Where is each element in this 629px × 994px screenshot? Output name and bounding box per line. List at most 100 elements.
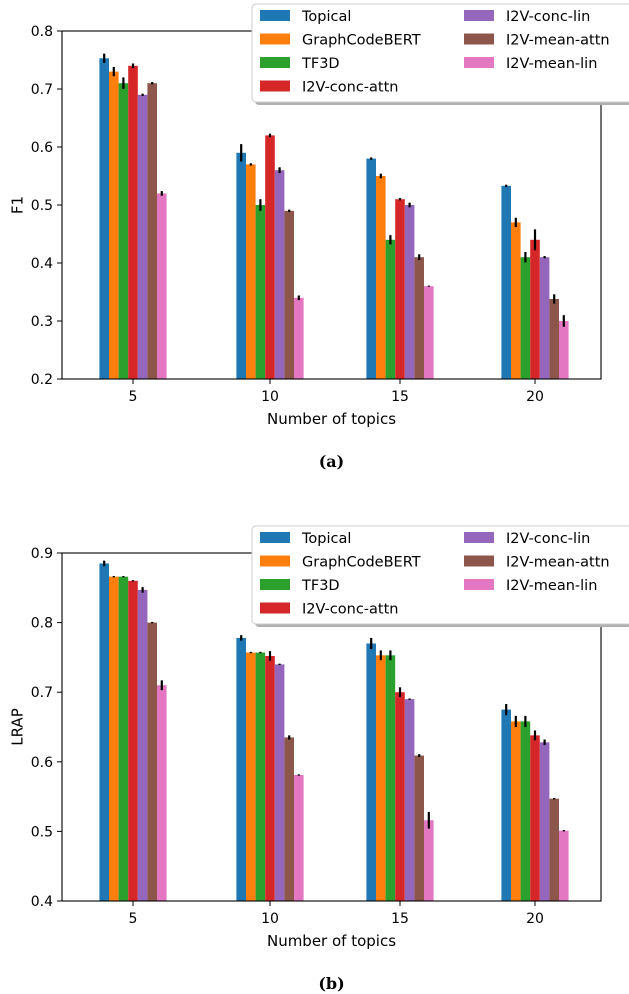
x-axis-label: Number of topics — [267, 932, 396, 950]
x-tick-label: 20 — [526, 911, 544, 927]
x-axis-label: Number of topics — [267, 410, 396, 428]
bar-graphcodebert-5 — [109, 71, 119, 379]
legend-swatch — [260, 555, 290, 567]
x-tick-label: 20 — [526, 389, 544, 405]
bar-i2v-mean-attn-15 — [414, 755, 424, 901]
legend-swatch — [260, 33, 290, 45]
bar-i2v-mean-attn-15 — [414, 257, 424, 379]
legend-swatch — [464, 57, 494, 68]
bar-i2v-mean-attn-5 — [147, 622, 157, 901]
legend-swatch — [260, 80, 290, 92]
bars-group — [99, 53, 569, 380]
legend-swatch — [260, 532, 290, 543]
bars-group — [99, 560, 569, 901]
legend-swatch — [464, 10, 494, 21]
legend-label: TF3D — [301, 56, 340, 72]
y-tick-label: 0.6 — [31, 140, 53, 156]
legend-label: GraphCodeBERT — [302, 33, 421, 49]
bar-topical-20 — [501, 185, 511, 379]
bar-topical-15 — [366, 643, 376, 901]
y-tick-label: 0.8 — [31, 24, 53, 40]
x-tick-label: 10 — [261, 389, 279, 405]
x-tick-label: 5 — [129, 389, 138, 405]
legend-label: I2V-conc-attn — [302, 80, 399, 96]
x-axis: 5 10 15 20 — [129, 901, 544, 927]
bar-i2v-conc-lin-20 — [539, 257, 550, 379]
bar-i2v-mean-lin-10 — [294, 297, 304, 379]
legend-swatch — [464, 555, 494, 567]
bar-i2v-mean-lin-15 — [424, 286, 434, 379]
legend-label: I2V-conc-attn — [302, 602, 399, 618]
bar-tf3d-5 — [118, 83, 129, 379]
bar-topical-10 — [236, 152, 246, 379]
legend-swatch — [260, 579, 290, 590]
y-axis-label: LRAP — [9, 708, 27, 745]
bar-tf3d-15 — [385, 239, 396, 379]
x-tick-label: 15 — [391, 911, 409, 927]
chart-panel-b: 0.4 0.5 0.6 0.7 0.8 0.9 5 10 15 20 Number of top… — [9, 525, 629, 993]
bar-graphcodebert-15 — [376, 176, 386, 379]
y-tick-label: 0.7 — [31, 685, 53, 701]
bar-graphcodebert-10 — [246, 652, 256, 901]
legend: Topical GraphCodeBERT TF3D I2V-conc-attn I2V… — [251, 525, 629, 627]
bar-i2v-conc-attn-5 — [128, 580, 138, 901]
bar-i2v-mean-attn-5 — [147, 83, 157, 379]
bar-i2v-mean-lin-20 — [559, 321, 569, 379]
legend-label: I2V-mean-attn — [506, 33, 610, 49]
chart-panel-a: 0.2 0.3 0.4 0.5 0.6 0.7 0.8 5 10 15 20 Number of … — [9, 3, 629, 471]
y-tick-label: 0.4 — [31, 894, 53, 910]
bar-i2v-conc-attn-10 — [265, 656, 275, 901]
bar-graphcodebert-15 — [376, 655, 386, 901]
bar-tf3d-10 — [255, 652, 266, 901]
y-tick-label: 0.9 — [31, 546, 53, 562]
bar-i2v-conc-attn-5 — [128, 65, 138, 380]
legend-label: GraphCodeBERT — [302, 555, 421, 571]
legend-box — [251, 525, 629, 625]
panel-caption: (b) — [318, 974, 344, 993]
legend-label: I2V-mean-lin — [506, 578, 597, 594]
legend-swatch — [260, 10, 290, 21]
y-tick-label: 0.2 — [31, 372, 53, 388]
bar-i2v-conc-lin-15 — [404, 205, 415, 379]
bar-topical-20 — [501, 709, 511, 901]
bar-i2v-conc-lin-10 — [274, 170, 285, 379]
bar-tf3d-10 — [255, 205, 266, 379]
legend-swatch — [260, 602, 290, 614]
bar-graphcodebert-20 — [511, 721, 521, 901]
bar-i2v-mean-lin-15 — [424, 820, 434, 901]
bar-i2v-conc-lin-10 — [274, 664, 285, 901]
y-tick-label: 0.5 — [31, 824, 53, 840]
y-axis: 0.4 0.5 0.6 0.7 0.8 0.9 — [31, 546, 62, 910]
bar-i2v-conc-attn-15 — [395, 692, 405, 901]
legend-label: I2V-mean-lin — [506, 56, 597, 72]
bar-tf3d-15 — [385, 655, 396, 901]
y-axis-label: F1 — [9, 196, 27, 214]
bar-topical-15 — [366, 158, 376, 379]
legend-label: Topical — [301, 9, 351, 25]
bar-i2v-conc-attn-20 — [530, 735, 540, 901]
y-tick-label: 0.5 — [31, 198, 53, 214]
legend-swatch — [260, 57, 290, 68]
bar-topical-10 — [236, 637, 246, 901]
legend-swatch — [464, 532, 494, 543]
y-tick-label: 0.8 — [31, 616, 53, 632]
bar-i2v-conc-lin-15 — [404, 699, 415, 901]
bar-i2v-conc-lin-5 — [137, 94, 148, 380]
x-axis: 5 10 15 20 — [129, 379, 544, 405]
bar-i2v-mean-attn-10 — [284, 737, 294, 901]
bar-i2v-conc-attn-10 — [265, 135, 275, 379]
bar-i2v-mean-lin-5 — [157, 193, 167, 379]
y-tick-label: 0.6 — [31, 755, 53, 771]
legend-label: I2V-conc-lin — [506, 9, 590, 25]
bar-i2v-conc-attn-20 — [530, 239, 540, 379]
y-tick-label: 0.3 — [31, 314, 53, 330]
x-tick-label: 15 — [391, 389, 409, 405]
x-tick-label: 5 — [129, 911, 138, 927]
bar-graphcodebert-5 — [109, 576, 119, 901]
bar-i2v-mean-lin-10 — [294, 775, 304, 901]
bar-tf3d-5 — [118, 576, 129, 901]
bar-i2v-conc-attn-15 — [395, 199, 405, 379]
bar-i2v-mean-attn-10 — [284, 210, 294, 379]
legend: Topical GraphCodeBERT TF3D I2V-conc-attn I2V… — [251, 3, 629, 105]
